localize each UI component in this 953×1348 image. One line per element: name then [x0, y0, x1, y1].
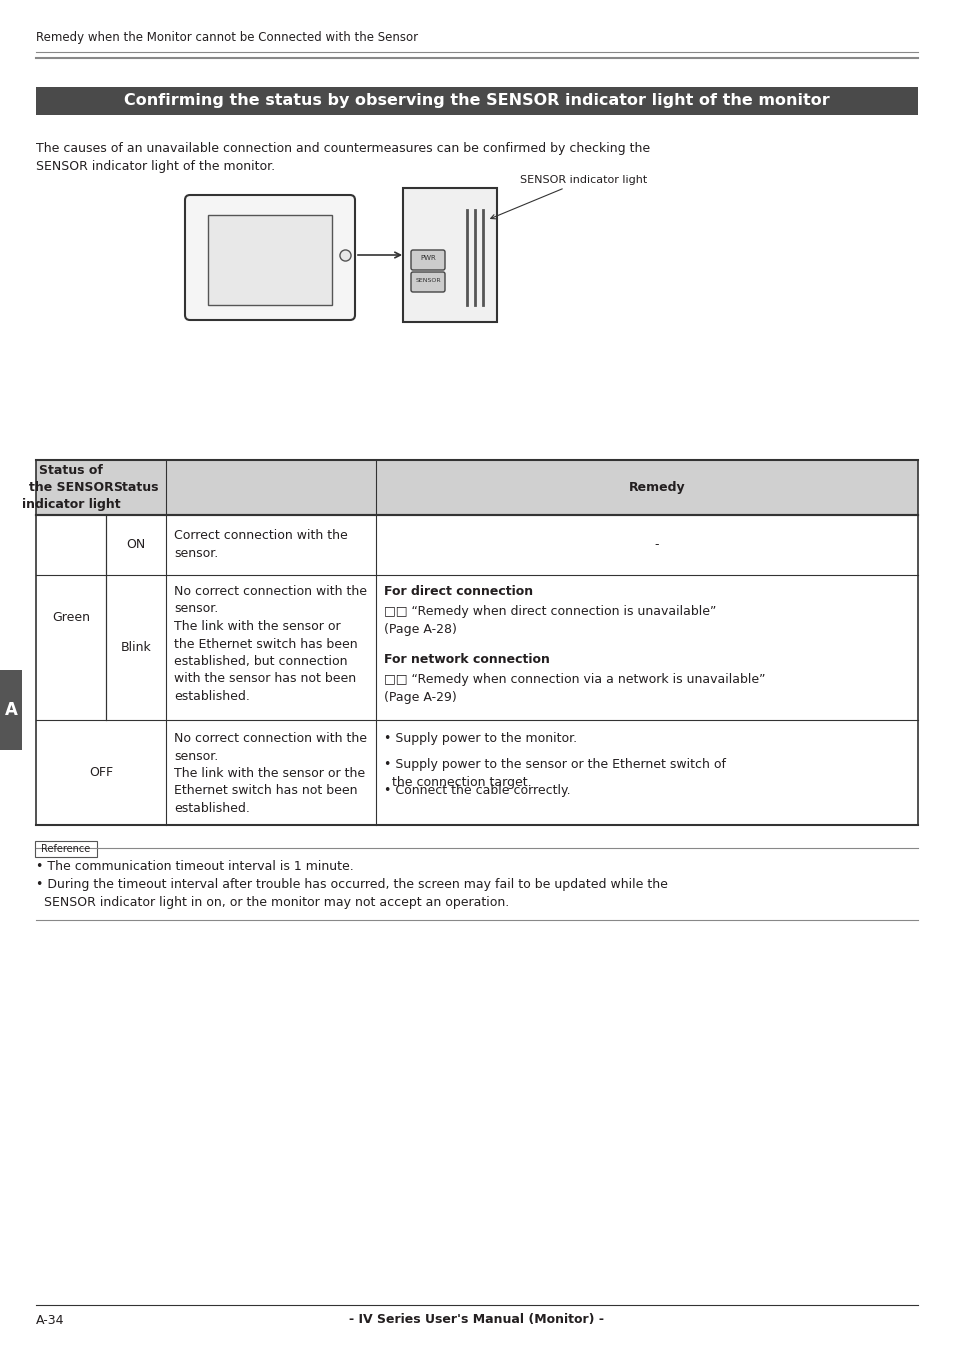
Bar [36, 460, 917, 515]
Text: SENSOR indicator light: SENSOR indicator light [490, 175, 646, 218]
Text: Blink: Blink [120, 642, 152, 654]
Text: Remedy when the Monitor cannot be Connected with the Sensor: Remedy when the Monitor cannot be Connec… [36, 31, 417, 44]
Text: - IV Series User's Manual (Monitor) -: - IV Series User's Manual (Monitor) - [349, 1313, 604, 1326]
Text: The causes of an unavailable connection and countermeasures can be confirmed by : The causes of an unavailable connection … [36, 142, 649, 173]
Text: No correct connection with the
sensor.
The link with the sensor or
the Ethernet : No correct connection with the sensor. T… [173, 585, 367, 704]
Text: Status: Status [113, 481, 158, 493]
Bar [0, 670, 22, 749]
Text: Reference: Reference [41, 844, 91, 855]
Text: -: - [654, 538, 659, 551]
Text: • During the timeout interval after trouble has occurred, the screen may fail to: • During the timeout interval after trou… [36, 878, 667, 909]
Text: PWR: PWR [419, 255, 436, 262]
Text: Status of
the SENSOR
indicator light: Status of the SENSOR indicator light [22, 464, 120, 511]
Text: □□ “Remedy when connection via a network is unavailable”
(Page A-29): □□ “Remedy when connection via a network… [384, 673, 764, 704]
Text: SENSOR: SENSOR [415, 278, 440, 283]
FancyBboxPatch shape [402, 187, 497, 322]
FancyBboxPatch shape [185, 195, 355, 319]
Text: • Connect the cable correctly.: • Connect the cable correctly. [384, 785, 570, 797]
Text: A: A [5, 701, 17, 718]
FancyBboxPatch shape [36, 88, 917, 115]
Text: OFF: OFF [89, 766, 113, 779]
Text: □□ “Remedy when direct connection is unavailable”
(Page A-28): □□ “Remedy when direct connection is una… [384, 605, 716, 636]
Text: Remedy: Remedy [628, 481, 684, 493]
FancyBboxPatch shape [411, 272, 444, 293]
Text: Confirming the status by observing the SENSOR indicator light of the monitor: Confirming the status by observing the S… [124, 93, 829, 108]
Text: No correct connection with the
sensor.
The link with the sensor or the
Ethernet : No correct connection with the sensor. T… [173, 732, 367, 816]
Text: A-34: A-34 [36, 1313, 65, 1326]
Text: For direct connection: For direct connection [384, 585, 533, 599]
Text: For network connection: For network connection [384, 652, 549, 666]
Text: ON: ON [126, 538, 146, 551]
FancyBboxPatch shape [35, 841, 97, 857]
FancyBboxPatch shape [411, 249, 444, 270]
Text: • Supply power to the sensor or the Ethernet switch of
  the connection target.: • Supply power to the sensor or the Ethe… [384, 758, 725, 789]
Text: Green: Green [52, 611, 90, 624]
Text: • The communication timeout interval is 1 minute.: • The communication timeout interval is … [36, 860, 354, 874]
Text: Correct connection with the
sensor.: Correct connection with the sensor. [173, 528, 348, 559]
Bar [208, 214, 332, 305]
Text: • Supply power to the monitor.: • Supply power to the monitor. [384, 732, 577, 745]
